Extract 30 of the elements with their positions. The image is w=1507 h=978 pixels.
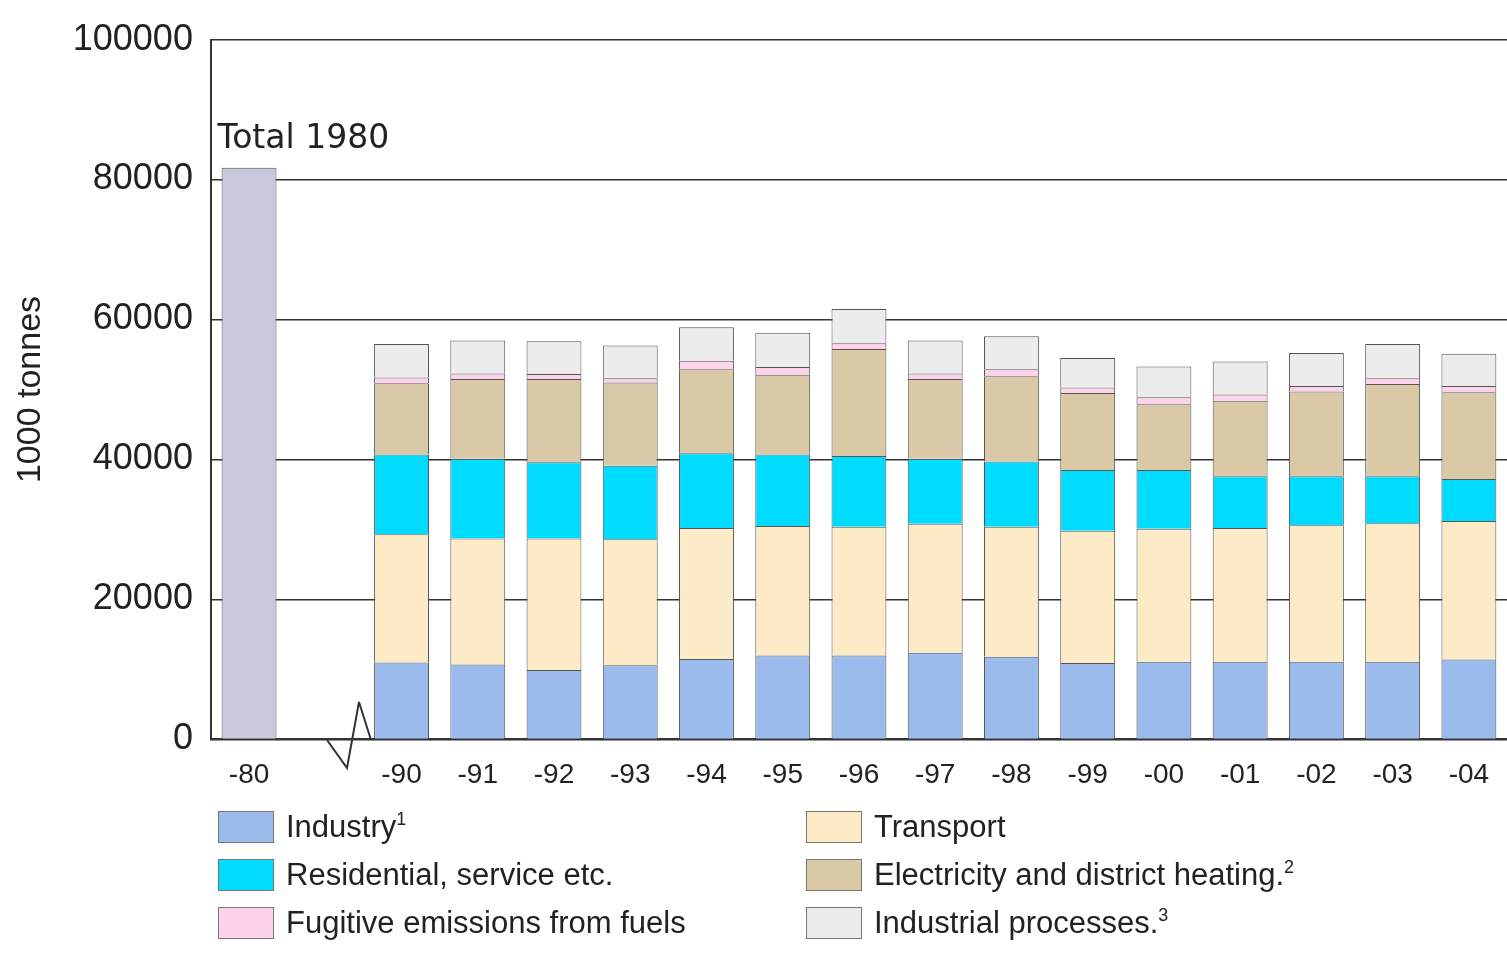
x-tick-label: -99 [1067, 757, 1108, 789]
x-tick-label: -98 [991, 757, 1032, 789]
x-tick-label: -92 [533, 757, 575, 789]
legend-label: Transport [874, 808, 1006, 846]
y-tick-label: 40000 [92, 436, 193, 478]
y-tick-label: 20000 [92, 576, 193, 618]
x-tick-label: -97 [914, 757, 956, 789]
x-tick-label: -90 [381, 757, 422, 789]
legend-label: Residential, service etc. [286, 856, 614, 894]
x-tick-label: -02 [1296, 757, 1337, 789]
legend-label: Electricity and district heating.$^{2}$ [874, 856, 1295, 894]
x-tick-label: -91 [457, 757, 498, 789]
x-tick-label: -00 [1143, 757, 1185, 789]
x-tick-label: -96 [838, 757, 880, 789]
y-axis-title: 1000 tonnes [8, 295, 47, 484]
y-tick-label: 0 [172, 716, 193, 758]
x-tick-label: -04 [1448, 757, 1490, 789]
legend-label: Fugitive emissions from fuels [286, 904, 686, 942]
legend-label: Industrial processes.$^{3}$ [874, 904, 1169, 942]
x-tick-label: -01 [1219, 757, 1261, 789]
series-label: Total 1980 [216, 116, 390, 156]
legend-label: Industry$^{1}$ [286, 808, 407, 846]
y-tick-label: 60000 [92, 296, 193, 338]
x-tick-label: -95 [762, 757, 803, 789]
x-tick-label: -80 [228, 757, 270, 789]
x-tick-label: -93 [610, 757, 651, 789]
y-tick-label: 100000 [72, 16, 193, 58]
y-tick-label: 80000 [92, 156, 193, 198]
x-tick-label: -94 [686, 757, 727, 789]
x-tick-label: -03 [1372, 757, 1413, 789]
